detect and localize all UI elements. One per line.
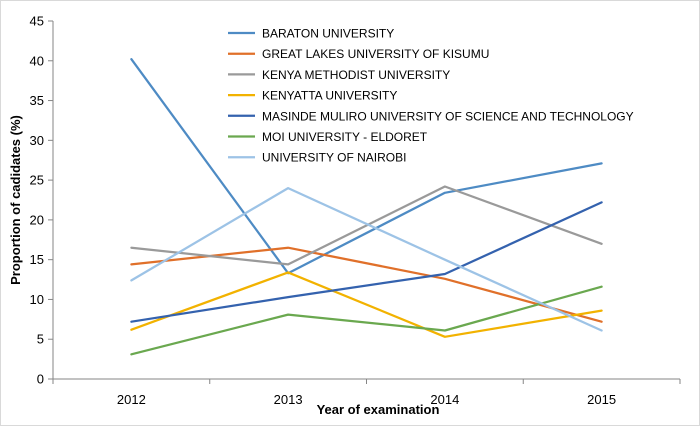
x-tick-label: 2014 [430, 392, 459, 407]
series-line-6 [130, 285, 603, 356]
legend: BARATON UNIVERSITY GREAT LAKES UNIVERSITY… [228, 27, 634, 165]
series-line-5 [130, 201, 603, 323]
series-line-1 [130, 58, 603, 275]
y-tick-label: 10 [30, 292, 44, 307]
legend-label: MOI UNIVERSITY - ELDORET [262, 130, 428, 144]
legend-label: MASINDE MULIRO UNIVERSITY OF SCIENCE AND… [262, 109, 634, 123]
legend-label: GREAT LAKES UNIVERSITY OF KISUMU [262, 47, 489, 61]
y-tick-label: 20 [30, 212, 44, 227]
x-axis: 2012 2013 2014 2015 [52, 378, 681, 407]
y-tick-label: 5 [37, 332, 44, 347]
x-tick-label: 2013 [274, 392, 303, 407]
series-line-7 [130, 186, 603, 332]
y-tick-label: 45 [30, 14, 44, 29]
y-axis-title: Proportion of cadidates (%) [8, 115, 23, 285]
legend-label: BARATON UNIVERSITY [262, 27, 394, 41]
y-tick-label: 30 [30, 133, 44, 148]
y-tick-label: 40 [30, 53, 44, 68]
y-tick-label: 25 [30, 173, 44, 188]
y-tick-label: 15 [30, 252, 44, 267]
legend-label: UNIVERSITY OF NAIROBI [262, 151, 406, 165]
x-tick-label: 2012 [117, 392, 146, 407]
y-tick-label: 35 [30, 93, 44, 108]
y-tick-label: 0 [37, 372, 44, 387]
x-axis-title: Year of examination [317, 402, 440, 417]
series-line-3 [130, 185, 603, 266]
series-line-4 [130, 271, 603, 338]
legend-label: KENYA METHODIST UNIVERSITY [262, 68, 450, 82]
series-layer [130, 58, 603, 356]
legend-label: KENYATTA UNIVERSITY [262, 89, 397, 103]
y-axis: 0 5 10 15 20 25 30 35 40 45 [30, 14, 54, 387]
x-tick-label: 2015 [587, 392, 616, 407]
